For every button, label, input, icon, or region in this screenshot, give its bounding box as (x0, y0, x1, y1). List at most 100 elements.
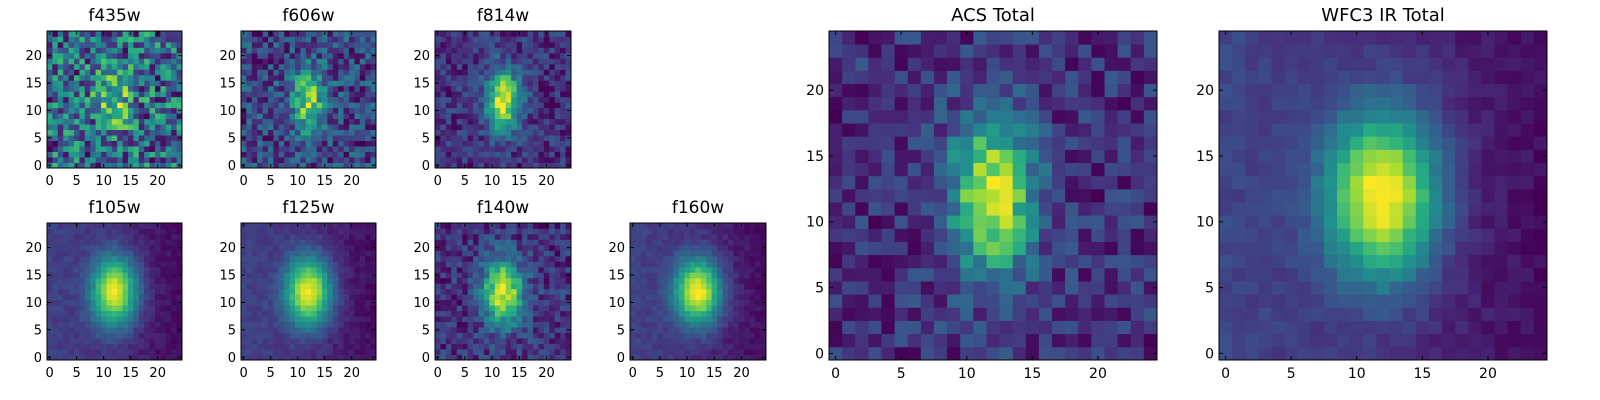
heatmap-cell (511, 140, 517, 147)
heatmap-cell (532, 332, 539, 339)
heatmap-cell (668, 294, 674, 301)
heatmap-cell (322, 129, 328, 136)
heatmap-cell (295, 36, 301, 43)
heatmap-cell (354, 157, 361, 163)
heatmap-cell (733, 316, 740, 323)
heatmap-cell (257, 250, 263, 257)
heatmap-cell (986, 175, 1000, 190)
heatmap-cell (689, 294, 696, 301)
heatmap-cell (1065, 267, 1079, 282)
heatmap-cell (543, 91, 550, 98)
heatmap-cell (273, 310, 280, 317)
heatmap-cell (90, 316, 96, 323)
heatmap-cell (565, 343, 572, 350)
heatmap-cell (1025, 149, 1040, 163)
heatmap-cell (749, 228, 756, 235)
heatmap-cell (527, 250, 534, 257)
heatmap-cell (84, 146, 91, 152)
heatmap-cell (365, 338, 371, 344)
heatmap-cell (305, 74, 312, 81)
heatmap-cell (435, 69, 441, 76)
heatmap-cell (532, 146, 539, 152)
heatmap-cell (538, 146, 545, 152)
heatmap-cell (349, 80, 355, 87)
heatmap-cell (657, 299, 664, 306)
heatmap-cell (986, 294, 1000, 308)
heatmap-cell (117, 157, 123, 163)
heatmap-cell (246, 52, 253, 59)
x-tick-label: 0 (629, 366, 637, 381)
heatmap-cell (554, 244, 561, 251)
heatmap-cell (527, 91, 534, 98)
heatmap-cell (111, 41, 118, 48)
heatmap-cell (74, 338, 80, 344)
heatmap-cell (478, 113, 485, 120)
heatmap-cell (560, 343, 566, 350)
heatmap-cell (532, 85, 539, 92)
heatmap-cell (494, 354, 501, 361)
heatmap-cell (111, 233, 118, 240)
heatmap-cell (332, 343, 339, 350)
heatmap-cell (500, 118, 507, 125)
heatmap-cell (668, 332, 674, 339)
heatmap-cell (273, 338, 280, 344)
heatmap-cell (327, 140, 334, 147)
heatmap-cell (646, 299, 653, 306)
heatmap-cell (68, 349, 75, 355)
heatmap-cell (855, 188, 869, 203)
heatmap-cell (549, 255, 556, 262)
heatmap-cell (101, 332, 107, 339)
heatmap-cell (527, 58, 534, 65)
heatmap-cell (257, 266, 263, 273)
heatmap-cell (95, 113, 102, 120)
heatmap-cell (295, 288, 301, 295)
heatmap-cell (149, 52, 156, 59)
heatmap-cell (532, 58, 539, 65)
heatmap-cell (829, 333, 843, 348)
heatmap-cell (565, 283, 572, 290)
heatmap-cell (560, 233, 566, 240)
heatmap-cell (63, 239, 69, 246)
heatmap-cell (451, 47, 458, 54)
heatmap-cell (90, 338, 96, 344)
heatmap-cell (305, 261, 312, 268)
heatmap-cell (483, 31, 490, 37)
heatmap-cell (327, 250, 334, 257)
x-tick-label: 5 (73, 366, 81, 381)
heatmap-cell (706, 321, 712, 328)
heatmap-cell (1104, 162, 1119, 177)
heatmap-cell (829, 281, 843, 295)
heatmap-cell (1143, 346, 1158, 361)
heatmap-cell (722, 239, 729, 246)
heatmap-cell (349, 288, 355, 295)
heatmap-cell (500, 266, 507, 273)
heatmap-cell (973, 136, 987, 150)
heatmap-cell (327, 255, 334, 262)
heatmap-cell (554, 255, 561, 262)
heatmap-cell (349, 310, 355, 317)
heatmap-cell (289, 343, 296, 350)
heatmap-cell (68, 294, 75, 301)
heatmap-cell (327, 124, 334, 131)
heatmap-cell (695, 277, 702, 284)
heatmap-cell (646, 272, 653, 279)
heatmap-cell (1038, 254, 1053, 269)
heatmap-cell (57, 305, 64, 312)
heatmap-cell (57, 146, 64, 152)
heatmap-cell (144, 129, 150, 136)
heatmap-cell (268, 316, 274, 323)
heatmap-cell (338, 69, 344, 76)
heatmap-cell (295, 349, 301, 355)
heatmap-cell (842, 281, 856, 295)
heatmap-cell (122, 124, 129, 131)
heatmap-cell (554, 80, 561, 87)
heatmap-cell (755, 294, 761, 301)
heatmap-cell (662, 239, 669, 246)
heatmap-cell (354, 310, 361, 317)
heatmap-cell (63, 332, 69, 339)
heatmap-cell (289, 277, 296, 284)
heatmap-cell (160, 41, 167, 48)
heatmap-cell (1078, 202, 1092, 216)
heatmap-cell (327, 299, 334, 306)
y-tick-label: 20 (25, 241, 42, 256)
